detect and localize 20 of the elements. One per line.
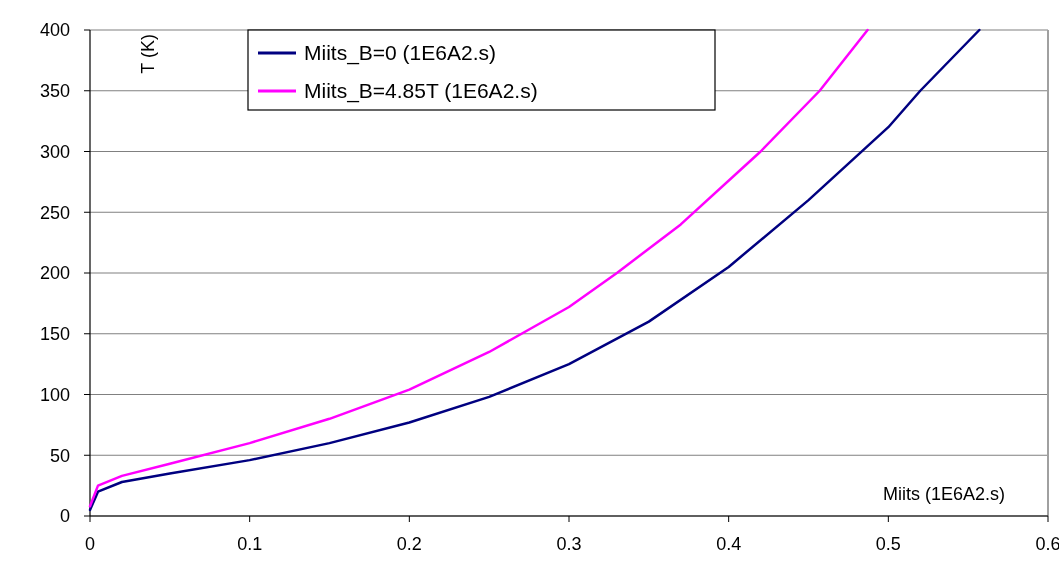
- x-tick-label: 0.1: [237, 534, 263, 554]
- x-tick-label: 0.6: [1035, 534, 1059, 554]
- y-tick-label: 100: [39, 384, 70, 405]
- y-tick-label: 250: [39, 202, 70, 223]
- y-tick-label: 300: [39, 141, 70, 162]
- y-tick-label: 200: [39, 263, 70, 284]
- y-tick-label: 50: [49, 445, 70, 466]
- x-tick-label: 0: [84, 534, 96, 554]
- y-tick-label: 0: [59, 506, 70, 527]
- x-axis-title: Miits (1E6A2.s): [882, 484, 1005, 504]
- x-tick-label: 0.4: [716, 534, 742, 554]
- legend-label: Miits_B=0 (1E6A2.s): [304, 41, 496, 66]
- y-tick-label: 350: [39, 81, 70, 102]
- y-tick-label: 400: [39, 20, 70, 41]
- legend-label: Miits_B=4.85T (1E6A2.s): [304, 79, 538, 104]
- x-tick-label: 0.3: [556, 534, 582, 554]
- y-tick-label: 150: [39, 324, 70, 345]
- x-tick-label: 0.2: [396, 534, 422, 554]
- y-axis-title: T (K): [138, 34, 159, 74]
- x-tick-label: 0.5: [875, 534, 901, 554]
